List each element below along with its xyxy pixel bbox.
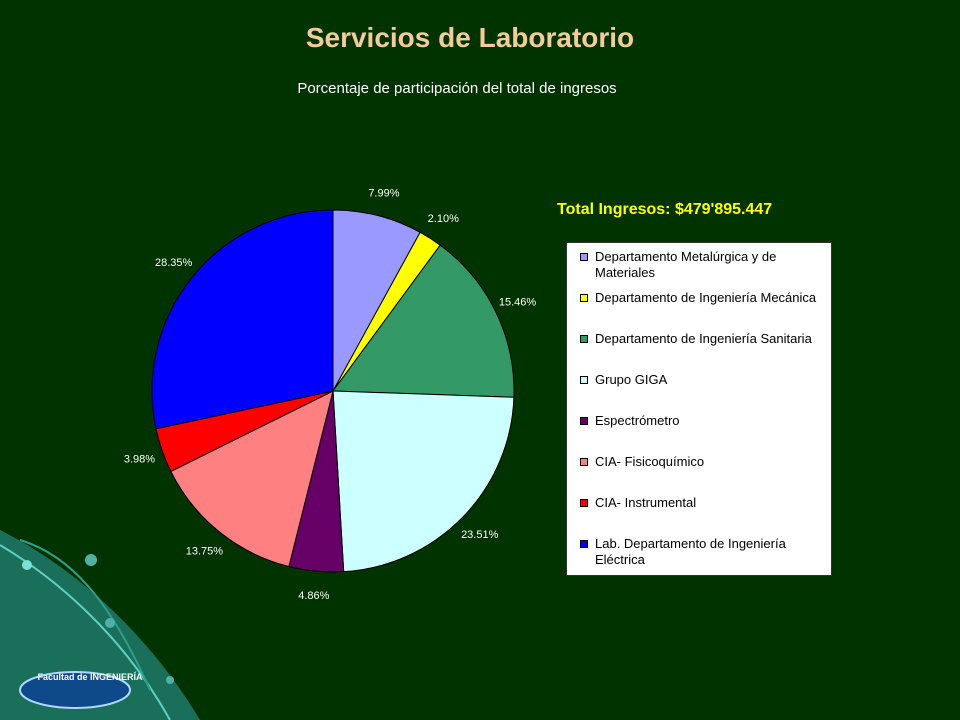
legend-item: CIA- Instrumental: [580, 495, 825, 536]
pie-slice: [151, 209, 334, 430]
chart-subtitle: Porcentaje de participación del total de…: [297, 80, 617, 97]
pie-labels: 7.99% 2.10% 15.46% 23.51% 4.86% 13.75% 3.98% 28…: [124, 187, 537, 602]
page-title: Servicios de Laboratorio: [305, 22, 635, 53]
legend-swatch: [580, 540, 588, 548]
legend-label: Espectrómetro: [595, 413, 680, 428]
slice-value-label: 4.86%: [298, 590, 329, 602]
legend-swatch: [580, 417, 588, 425]
slice-value-label: 7.99%: [368, 187, 399, 199]
slice-value-label: 15.46%: [499, 297, 537, 309]
legend-swatch: [580, 253, 588, 261]
legend-label: CIA- Fisicoquímico: [595, 454, 705, 469]
decorative-swoosh: [0, 530, 200, 720]
legend-label: Departamento de Ingeniería Mecánica: [595, 290, 817, 305]
legend-item: Departamento Metalúrgica y de Materiales: [580, 249, 825, 290]
pie-slice: [332, 244, 515, 398]
slice-value-label: 13.75%: [186, 546, 224, 558]
legend-item: Grupo GIGA: [580, 372, 825, 413]
legend-label: Grupo GIGA: [595, 372, 668, 387]
legend-swatch: [580, 499, 588, 507]
slice-value-label: 28.35%: [155, 257, 193, 269]
pie-slice: [332, 390, 515, 573]
pie-slice: [332, 209, 421, 392]
legend-item: Lab. Departamento de Ingeniería Eléctric…: [580, 536, 825, 577]
total-income-label: Total Ingresos: $479'895.447: [557, 201, 773, 218]
legend-swatch: [580, 376, 588, 384]
legend-item: CIA- Fisicoquímico: [580, 454, 825, 495]
slice-value-label: 23.51%: [461, 529, 499, 541]
legend-item: Departamento de Ingeniería Sanitaria: [580, 331, 825, 372]
legend-swatch: [580, 335, 588, 343]
pie-slice: [170, 390, 334, 568]
legend-item: Departamento de Ingeniería Mecánica: [580, 290, 825, 331]
legend-label: CIA- Instrumental: [595, 495, 697, 510]
chart-legend: Departamento Metalúrgica y de Materiales…: [566, 242, 832, 576]
legend-swatch: [580, 294, 588, 302]
legend-label: Departamento Metalúrgica y de Materiales: [595, 249, 777, 280]
legend-label: Lab. Departamento de Ingeniería Eléctric…: [595, 536, 786, 567]
legend-item: Espectrómetro: [580, 413, 825, 454]
legend-swatch: [580, 458, 588, 466]
pie-slices: [151, 209, 515, 573]
slice-value-label: 3.98%: [124, 453, 155, 465]
legend-label: Departamento de Ingeniería Sanitaria: [595, 331, 812, 346]
slice-value-label: 2.10%: [428, 213, 459, 225]
logo: Facultad de INGENIERÍA: [37, 672, 143, 682]
